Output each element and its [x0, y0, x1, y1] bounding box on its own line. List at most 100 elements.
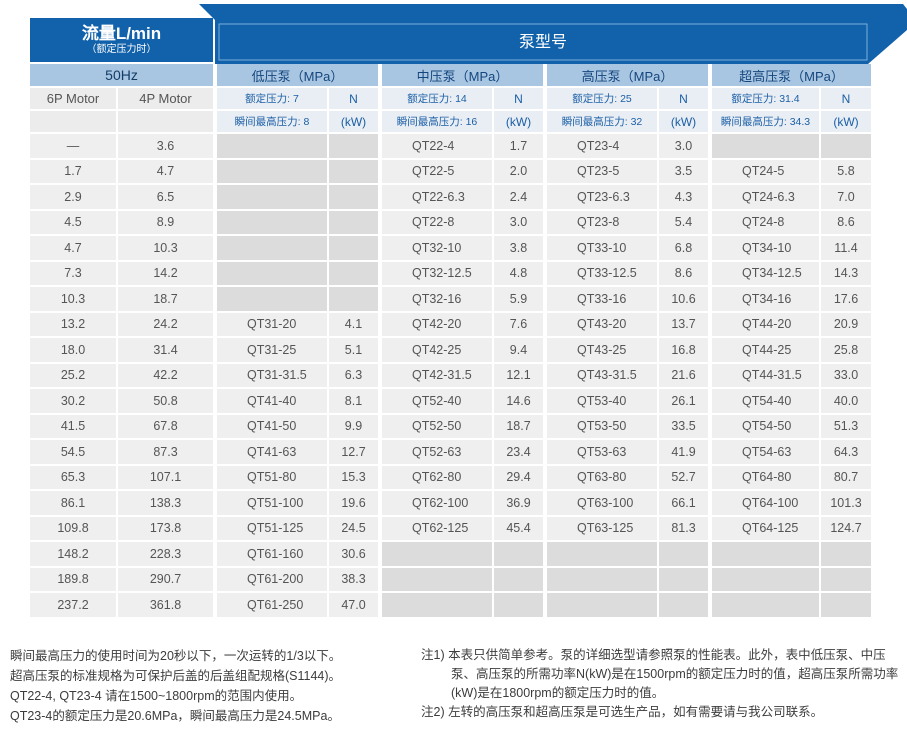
empty-cell [329, 159, 378, 183]
model-cell: QT43-25 [545, 338, 657, 362]
model-cell: QT52-50 [380, 414, 492, 438]
empty-cell [545, 567, 657, 591]
table-row: 13.2 24.2 QT31-20 4.1 QT42-20 7.6 QT43-20 13.7 Q… [30, 312, 871, 336]
model-cell: QT32-12.5 [380, 261, 492, 285]
flow-cell: 361.8 [118, 593, 213, 617]
model-cell: QT42-20 [380, 312, 492, 336]
flow-cell: 228.3 [118, 542, 213, 566]
model-cell: QT32-16 [380, 287, 492, 311]
peak-pressure-high: 瞬间最高压力: 32 [545, 111, 657, 132]
model-cell: QT23-6.3 [545, 185, 657, 209]
model-cell: QT41-63 [215, 440, 327, 464]
footnote-line: 瞬间最高压力的使用时间为20秒以下，一次运转的1/3以下。 [10, 649, 342, 663]
model-cell: QT52-63 [380, 440, 492, 464]
section-header-ultrahigh: 超高压泵（MPa） [710, 64, 871, 86]
flow-subtitle: （额定压力时） [86, 44, 157, 55]
empty-cell [710, 542, 819, 566]
table-row: 10.3 18.7 QT32-16 5.9 QT33-16 10.6 QT34-16 17.6 [30, 287, 871, 311]
flow-cell: 41.5 [30, 414, 116, 438]
motor-header-6p-spacer [30, 111, 116, 132]
footnotes-left: 瞬间最高压力的使用时间为20秒以下，一次运转的1/3以下。 超高压泵的标准规格为… [10, 646, 410, 726]
model-cell: QT62-125 [380, 516, 492, 540]
model-cell: QT34-12.5 [710, 261, 819, 285]
model-cell: QT43-31.5 [545, 363, 657, 387]
flow-cell: 87.3 [118, 440, 213, 464]
footnote-line: 超高压泵的标准规格为可保护后盖的后盖组配规格(S1144)。 [10, 669, 342, 683]
table-row: 25.2 42.2 QT31-31.5 6.3 QT42-31.5 12.1 QT43-31… [30, 363, 871, 387]
rated-pressure-ultrahigh: 额定压力: 31.4 [710, 88, 819, 109]
table-row: —3.6 QT22-4 1.7 QT23-4 3.0 [30, 134, 871, 158]
power-cell: 7.0 [821, 185, 871, 209]
empty-cell [329, 210, 378, 234]
kw-label-high: (kW) [659, 111, 708, 132]
header-row-groups: 50Hz 低压泵（MPa） 中压泵（MPa） 高压泵（MPa） 超高压泵（MPa… [30, 64, 871, 86]
model-cell: QT24-6.3 [710, 185, 819, 209]
empty-cell [494, 567, 543, 591]
power-cell: 23.4 [494, 440, 543, 464]
model-cell: QT22-6.3 [380, 185, 492, 209]
flow-cell: 237.2 [30, 593, 116, 617]
table-row: 4.7 10.3 QT32-10 3.8 QT33-10 6.8 QT34-10 11.4 [30, 236, 871, 260]
power-cell: 25.8 [821, 338, 871, 362]
model-cell: QT52-40 [380, 389, 492, 413]
power-cell: 8.1 [329, 389, 378, 413]
model-cell: QT31-31.5 [215, 363, 327, 387]
flow-cell: 148.2 [30, 542, 116, 566]
power-cell: 3.8 [494, 236, 543, 260]
model-cell: QT53-50 [545, 414, 657, 438]
table-row: 30.2 50.8 QT41-40 8.1 QT52-40 14.6 QT53-40 26.1… [30, 389, 871, 413]
empty-cell [710, 134, 819, 158]
peak-pressure-medium: 瞬间最高压力: 16 [380, 111, 492, 132]
section-header-high: 高压泵（MPa） [545, 64, 708, 86]
model-cell: QT51-100 [215, 491, 327, 515]
power-cell: 5.1 [329, 338, 378, 362]
frequency-header: 50Hz [30, 64, 213, 86]
empty-cell [821, 567, 871, 591]
flow-cell: 65.3 [30, 465, 116, 489]
model-cell: QT41-40 [215, 389, 327, 413]
footnote-line: QT23-4的额定压力是20.6MPa，瞬间最高压力是24.5MPa。 [10, 709, 340, 723]
header-ribbon [199, 4, 907, 64]
power-cell: 38.3 [329, 567, 378, 591]
flow-cell: — [30, 134, 116, 158]
power-cell: 12.1 [494, 363, 543, 387]
motor-header-4p: 4P Motor [118, 88, 213, 109]
flow-cell: 10.3 [30, 287, 116, 311]
power-cell: 15.3 [329, 465, 378, 489]
power-cell: 51.3 [821, 414, 871, 438]
flow-cell: 18.0 [30, 338, 116, 362]
flow-cell: 4.7 [30, 236, 116, 260]
empty-cell [380, 542, 492, 566]
empty-cell [659, 542, 708, 566]
flow-cell: 2.9 [30, 185, 116, 209]
model-cell: QT53-63 [545, 440, 657, 464]
power-cell: 29.4 [494, 465, 543, 489]
flow-cell: 7.3 [30, 261, 116, 285]
empty-cell [215, 159, 327, 183]
model-cell: QT62-80 [380, 465, 492, 489]
power-cell: 14.6 [494, 389, 543, 413]
model-cell: QT31-20 [215, 312, 327, 336]
power-cell: 5.4 [659, 210, 708, 234]
power-cell: 9.4 [494, 338, 543, 362]
model-cell: QT33-12.5 [545, 261, 657, 285]
flow-cell: 31.4 [118, 338, 213, 362]
n-label-ultrahigh: N [821, 88, 871, 109]
model-cell: QT23-8 [545, 210, 657, 234]
header-row-main: 流量L/min （额定压力时） 泵型号 [30, 18, 871, 62]
model-cell: QT63-125 [545, 516, 657, 540]
model-cell: QT22-4 [380, 134, 492, 158]
empty-cell [380, 593, 492, 617]
flow-cell: 50.8 [118, 389, 213, 413]
model-cell: QT24-8 [710, 210, 819, 234]
power-cell: 6.3 [329, 363, 378, 387]
power-cell: 81.3 [659, 516, 708, 540]
power-cell: 30.6 [329, 542, 378, 566]
empty-cell [329, 236, 378, 260]
table-row: 54.5 87.3 QT41-63 12.7 QT52-63 23.4 QT53-63 41.… [30, 440, 871, 464]
power-cell: 17.6 [821, 287, 871, 311]
model-cell: QT64-100 [710, 491, 819, 515]
pump-model-header: 泵型号 [518, 34, 567, 51]
power-cell: 20.9 [821, 312, 871, 336]
flow-cell: 1.7 [30, 159, 116, 183]
